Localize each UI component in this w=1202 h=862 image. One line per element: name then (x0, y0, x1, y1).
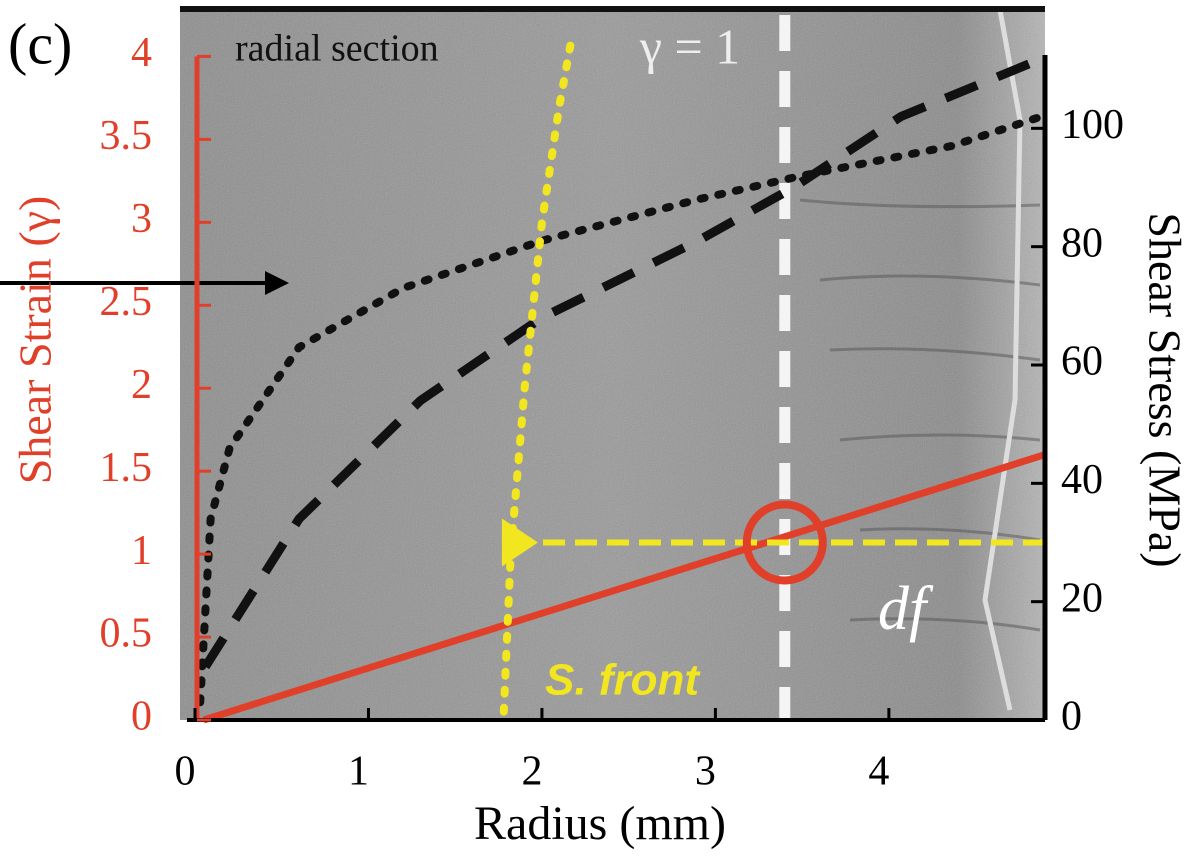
x-tick-label: 2 (521, 749, 542, 795)
x-tick-label: 1 (348, 749, 369, 795)
panel-label: (c) (8, 11, 72, 76)
y-tick-label: 0 (131, 694, 152, 740)
y-tick-label: 2 (131, 362, 152, 408)
x-axis-title: Radius (mm) (474, 797, 726, 850)
y2-tick-label: 40 (1061, 457, 1103, 503)
y2-tick-label: 60 (1061, 339, 1103, 385)
y-tick-label: 4 (131, 30, 152, 76)
y-tick-label: 1.5 (100, 445, 153, 491)
x-tick-label: 3 (695, 749, 716, 795)
y2-tick-label: 0 (1061, 694, 1082, 740)
front-label: S. front (545, 656, 701, 705)
section-label: radial section (235, 28, 439, 70)
x-tick-label: 0 (175, 749, 196, 795)
y-tick-label: 1 (131, 528, 152, 574)
y-tick-label: 2.5 (100, 279, 153, 325)
chart: 0123400.511.522.533.54020406080100Radius… (0, 0, 1202, 862)
x-tick-label: 4 (868, 749, 889, 795)
y-tick-label: 3.5 (100, 113, 153, 159)
y-tick-label: 0.5 (100, 611, 153, 657)
page: {"chart_data": { "type": "line", "xlabel… (0, 0, 1202, 862)
y2-tick-label: 80 (1061, 220, 1103, 266)
gamma-label: γ = 1 (639, 18, 740, 74)
y2-axis-title: Shear Stress (MPa) (1139, 212, 1190, 567)
df-label: df (878, 575, 934, 643)
y2-tick-label: 20 (1061, 575, 1103, 621)
y-tick-label: 3 (131, 196, 152, 242)
y-axis-title: Shear Strain (γ) (10, 196, 61, 485)
y2-tick-label: 100 (1061, 102, 1124, 148)
